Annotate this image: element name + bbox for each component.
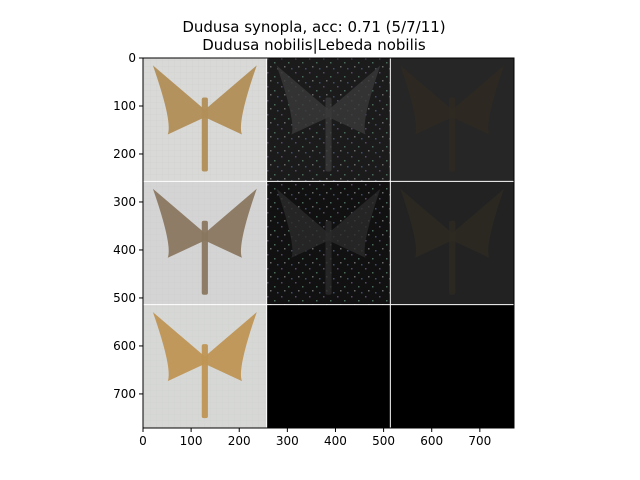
y-tick-label: 100 bbox=[113, 99, 136, 113]
x-tick: 200 bbox=[228, 428, 251, 448]
x-tick: 700 bbox=[468, 428, 491, 448]
y-tick-label: 700 bbox=[113, 387, 136, 401]
moth-silhouette bbox=[152, 65, 257, 172]
moth-silhouette bbox=[276, 188, 381, 295]
y-tick-label: 400 bbox=[113, 243, 136, 257]
grid-panel-r0-c0 bbox=[143, 58, 267, 182]
grid-panel-r2-c0 bbox=[143, 304, 267, 428]
y-tick-label: 500 bbox=[113, 291, 136, 305]
moth-silhouette bbox=[152, 188, 257, 295]
moth-silhouette bbox=[400, 65, 505, 172]
y-tick: 600 bbox=[113, 339, 143, 353]
y-tick-label: 600 bbox=[113, 339, 136, 353]
x-tick: 400 bbox=[324, 428, 347, 448]
grid-panel-r1-c2 bbox=[390, 181, 514, 305]
axes-frame bbox=[142, 57, 515, 429]
figure-title-line-1: Dudusa synopla, acc: 0.71 (5/7/11) bbox=[182, 18, 445, 36]
y-tick-label: 0 bbox=[128, 51, 136, 65]
grid-panel-r0-c2 bbox=[390, 58, 514, 182]
moth-silhouette bbox=[152, 312, 257, 419]
x-tick-label: 400 bbox=[324, 434, 347, 448]
x-tick: 100 bbox=[180, 428, 203, 448]
grid-panel-r1-c1 bbox=[266, 181, 391, 305]
y-tick: 400 bbox=[113, 243, 143, 257]
moth-silhouette bbox=[276, 65, 381, 172]
x-tick-label: 500 bbox=[372, 434, 395, 448]
grid-panel-r1-c0 bbox=[143, 181, 267, 305]
x-tick-label: 700 bbox=[468, 434, 491, 448]
x-tick-label: 200 bbox=[228, 434, 251, 448]
x-tick: 0 bbox=[139, 428, 147, 448]
grid-panel-r0-c1 bbox=[266, 58, 391, 182]
x-tick-label: 0 bbox=[139, 434, 147, 448]
x-tick: 300 bbox=[276, 428, 299, 448]
y-tick: 200 bbox=[113, 147, 143, 161]
y-axis: 0 100 200 300 400 500 600 700 bbox=[113, 51, 143, 401]
moth-silhouette bbox=[400, 188, 505, 295]
figure-title-line-2: Dudusa nobilis|Lebeda nobilis bbox=[202, 36, 426, 54]
y-tick: 100 bbox=[113, 99, 143, 113]
y-tick: 500 bbox=[113, 291, 143, 305]
grid-panel-r2-c1 bbox=[266, 304, 391, 428]
y-tick: 300 bbox=[113, 195, 143, 209]
image-grid bbox=[143, 58, 514, 428]
y-tick: 0 bbox=[128, 51, 143, 65]
x-tick-label: 600 bbox=[420, 434, 443, 448]
x-tick: 500 bbox=[372, 428, 395, 448]
y-tick-label: 200 bbox=[113, 147, 136, 161]
x-tick-label: 100 bbox=[180, 434, 203, 448]
x-axis: 0 100 200 300 400 500 600 700 bbox=[139, 428, 491, 448]
grid-panel-r2-c2 bbox=[390, 304, 514, 428]
x-tick-label: 300 bbox=[276, 434, 299, 448]
y-tick-label: 300 bbox=[113, 195, 136, 209]
x-tick: 600 bbox=[420, 428, 443, 448]
y-tick: 700 bbox=[113, 387, 143, 401]
